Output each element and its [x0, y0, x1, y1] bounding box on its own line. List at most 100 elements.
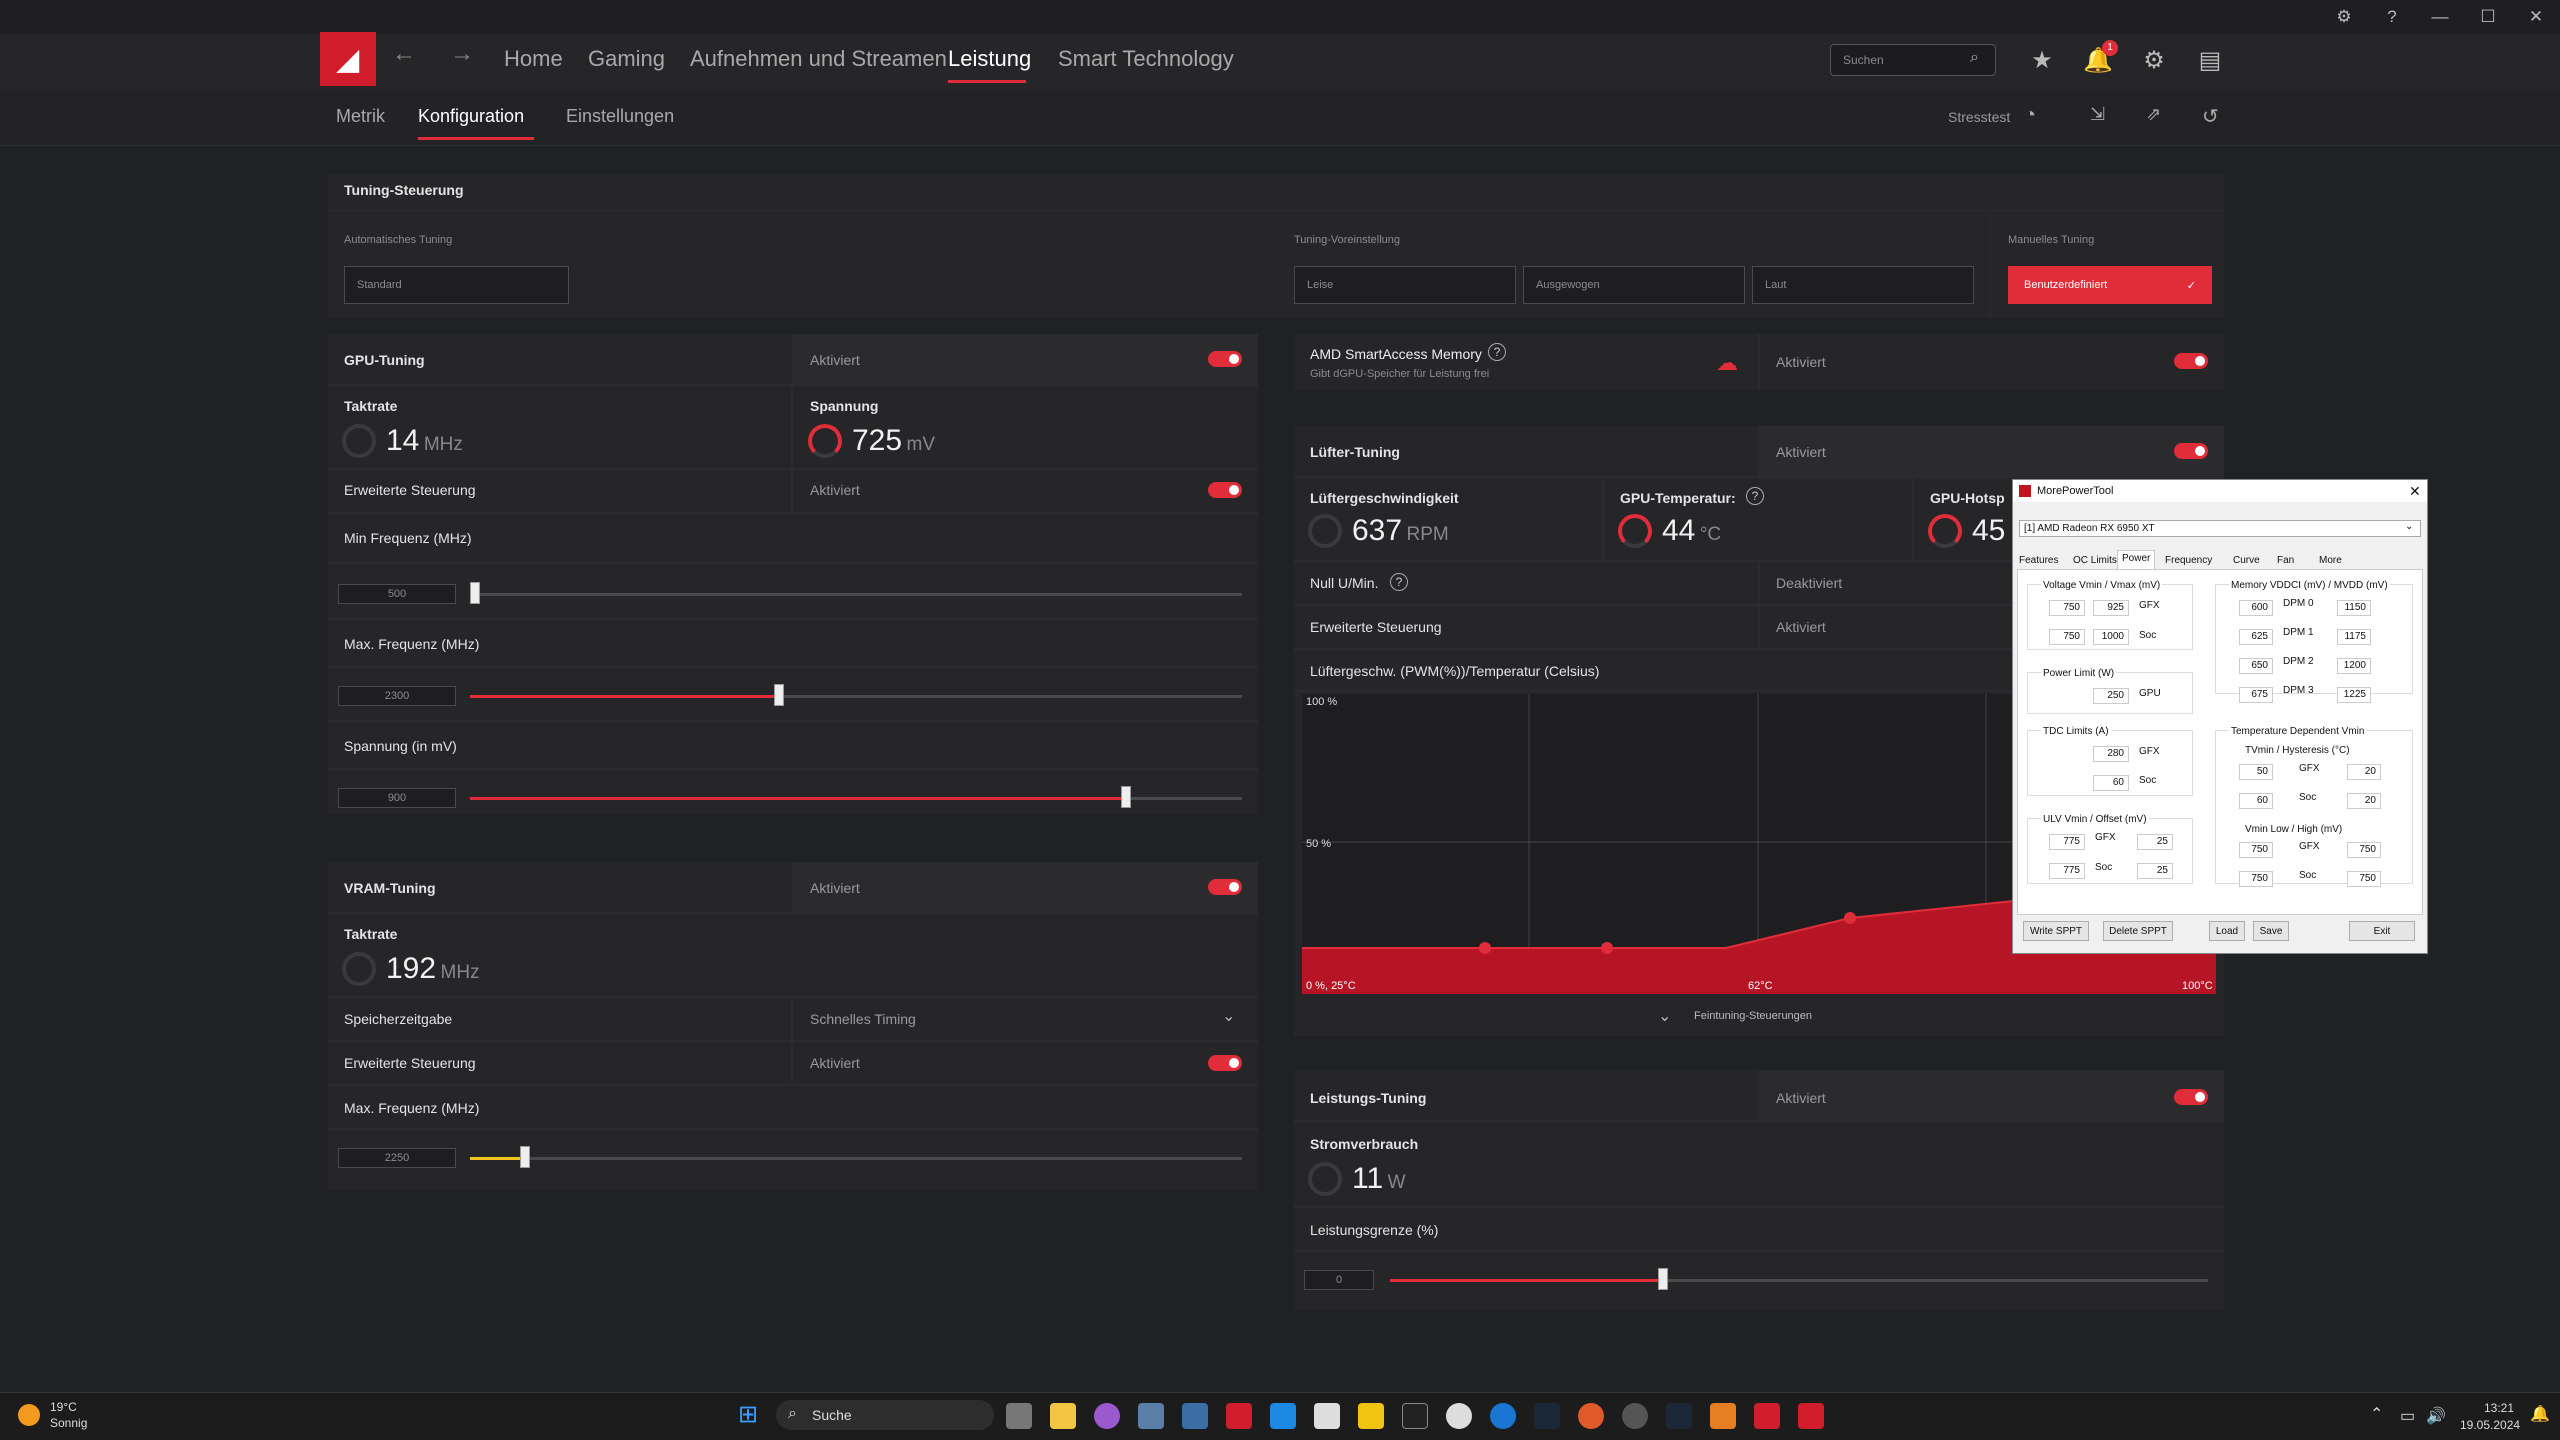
- mpt-volt-soc-min[interactable]: 750: [2049, 629, 2085, 645]
- voltage-input[interactable]: 900: [338, 788, 456, 808]
- settings-app-icon[interactable]: [1138, 1403, 1164, 1429]
- app-icon[interactable]: [1358, 1403, 1384, 1429]
- gear-icon[interactable]: ⚙: [2143, 46, 2165, 74]
- mpt-mvdd-1[interactable]: 1175: [2337, 629, 2371, 645]
- max-freq-input[interactable]: 2300: [338, 686, 456, 706]
- file-explorer-icon[interactable]: [1050, 1403, 1076, 1429]
- stresstest-label[interactable]: Stresstest: [1948, 109, 2011, 125]
- back-arrow-icon[interactable]: ←: [392, 40, 416, 67]
- tab-konfiguration[interactable]: Konfiguration: [418, 106, 525, 126]
- export-profile-icon[interactable]: ⇲: [2090, 104, 2106, 124]
- tab-einstellungen[interactable]: Einstellungen: [566, 106, 675, 126]
- mpt-tdc-gfx[interactable]: 280: [2093, 746, 2129, 762]
- auto-tuning-select[interactable]: Standard: [344, 266, 569, 304]
- mpt-tv-soc[interactable]: 60: [2239, 793, 2273, 809]
- weather-desc[interactable]: Sonnig: [50, 1416, 88, 1430]
- mpt-vddci-3[interactable]: 675: [2239, 687, 2273, 703]
- mpt-tv-gfx[interactable]: 50: [2239, 764, 2273, 780]
- fine-tuning-link[interactable]: Feintuning-Steuerungen: [1694, 1010, 1813, 1022]
- max-freq-slider[interactable]: [774, 684, 784, 706]
- power-limit-slider[interactable]: [1658, 1268, 1668, 1290]
- steam-icon[interactable]: [1534, 1403, 1560, 1429]
- notification-bell-icon[interactable]: 🔔: [2530, 1406, 2550, 1423]
- network-icon[interactable]: ▭: [2400, 1408, 2416, 1425]
- search-input[interactable]: Suchen: [1830, 44, 1996, 76]
- amd-software-icon[interactable]: [1754, 1403, 1780, 1429]
- chevron-down-icon[interactable]: ⌄: [1222, 1008, 1236, 1025]
- chevron-down-icon[interactable]: ⌄: [2405, 521, 2414, 532]
- mpt-volt-gfx-max[interactable]: 925: [2093, 600, 2129, 616]
- sam-toggle[interactable]: [2174, 353, 2208, 369]
- nav-streaming[interactable]: Aufnehmen und Streamen: [690, 46, 947, 71]
- taskbar-search[interactable]: Suche: [776, 1400, 994, 1430]
- close-icon[interactable]: ✕: [2409, 483, 2421, 499]
- vram-max-freq-input[interactable]: 2250: [338, 1148, 456, 1168]
- mpt-vlh-soc-low[interactable]: 750: [2239, 871, 2273, 887]
- bug-icon[interactable]: ⚙: [2336, 7, 2352, 26]
- voltage-slider[interactable]: [1121, 786, 1131, 808]
- nav-gaming[interactable]: Gaming: [588, 46, 666, 71]
- help-icon[interactable]: ?: [2387, 7, 2397, 26]
- preset-leise[interactable]: Leise: [1294, 266, 1516, 304]
- volume-icon[interactable]: 🔊: [2426, 1408, 2446, 1425]
- mpt-mvdd-2[interactable]: 1200: [2337, 658, 2371, 674]
- mpt-tab-curve[interactable]: Curve: [2233, 555, 2260, 566]
- mpt-vlh-gfx-high[interactable]: 750: [2347, 842, 2381, 858]
- ubisoft-icon[interactable]: [1622, 1403, 1648, 1429]
- morepowertool-taskbar-icon[interactable]: [1226, 1403, 1252, 1429]
- mpt-tv-gfx-hyst[interactable]: 20: [2347, 764, 2381, 780]
- browser-icon[interactable]: [1094, 1403, 1120, 1429]
- mpt-ulv-gfx[interactable]: 775: [2049, 834, 2085, 850]
- preset-laut[interactable]: Laut: [1752, 266, 1974, 304]
- nav-leistung[interactable]: Leistung: [948, 46, 1032, 71]
- weather-temp[interactable]: 19°C: [50, 1400, 77, 1414]
- amd-logo-icon[interactable]: ◢: [320, 32, 376, 86]
- gpu-adv-toggle[interactable]: [1208, 482, 1242, 498]
- layout-icon[interactable]: ▤: [2198, 46, 2222, 74]
- epic-games-icon[interactable]: [1402, 1403, 1428, 1429]
- mpt-tab-power[interactable]: Power: [2122, 553, 2151, 564]
- power-tuning-toggle[interactable]: [2174, 1089, 2208, 1105]
- reset-icon[interactable]: ↺: [2202, 106, 2219, 128]
- mpt-pl-gpu[interactable]: 250: [2093, 688, 2129, 704]
- share-icon[interactable]: ⇗: [2146, 104, 2162, 124]
- mpt-tab-frequency[interactable]: Frequency: [2165, 555, 2213, 566]
- help-icon[interactable]: ?: [1390, 573, 1408, 591]
- close-icon[interactable]: ✕: [2528, 7, 2544, 26]
- store-icon[interactable]: [1314, 1403, 1340, 1429]
- min-freq-slider[interactable]: [470, 582, 480, 604]
- mpt-volt-soc-max[interactable]: 1000: [2093, 629, 2129, 645]
- delete-sppt-button[interactable]: Delete SPPT: [2103, 921, 2173, 941]
- gauge-icon[interactable]: ◔: [2024, 104, 2037, 126]
- mpt-vlh-soc-high[interactable]: 750: [2347, 871, 2381, 887]
- clock-date[interactable]: 19.05.2024: [2460, 1418, 2521, 1432]
- minimize-icon[interactable]: —: [2431, 7, 2449, 26]
- battlenet-icon[interactable]: [1490, 1403, 1516, 1429]
- clock-time[interactable]: 13:21: [2484, 1401, 2515, 1415]
- steam-icon[interactable]: [1666, 1403, 1692, 1429]
- chevron-up-icon[interactable]: ⌃: [2370, 1406, 2384, 1423]
- exit-button[interactable]: Exit: [2349, 921, 2415, 941]
- mpt-vddci-1[interactable]: 625: [2239, 629, 2273, 645]
- gog-icon[interactable]: [1446, 1403, 1472, 1429]
- mpt-ulv-gfx-offset[interactable]: 25: [2137, 834, 2173, 850]
- mpt-ulv-soc-offset[interactable]: 25: [2137, 863, 2173, 879]
- mpt-tab-features[interactable]: Features: [2019, 555, 2059, 566]
- mpt-device-select[interactable]: [1] AMD Radeon RX 6950 XT: [2019, 520, 2421, 537]
- mpt-tab-more[interactable]: More: [2319, 555, 2342, 566]
- vram-tuning-toggle[interactable]: [1208, 879, 1242, 895]
- vram-freq-slider[interactable]: [520, 1146, 530, 1168]
- mpt-tv-soc-hyst[interactable]: 20: [2347, 793, 2381, 809]
- memory-timing-select[interactable]: Schnelles Timing: [810, 1011, 916, 1027]
- task-view-icon[interactable]: [1006, 1403, 1032, 1429]
- preset-ausgewogen[interactable]: Ausgewogen: [1523, 266, 1745, 304]
- manual-tuning-button[interactable]: Benutzerdefiniert ✓: [2008, 266, 2212, 304]
- mpt-vlh-gfx-low[interactable]: 750: [2239, 842, 2273, 858]
- mpt-mvdd-0[interactable]: 1150: [2337, 600, 2371, 616]
- windows-start-icon[interactable]: ⊞: [738, 1401, 759, 1428]
- help-icon[interactable]: ?: [1746, 487, 1764, 505]
- mpt-ulv-soc[interactable]: 775: [2049, 863, 2085, 879]
- power-limit-input[interactable]: 0: [1304, 1270, 1374, 1290]
- mpt-tab-oc-limits[interactable]: OC Limits: [2073, 555, 2117, 566]
- forward-arrow-icon[interactable]: →: [450, 40, 474, 67]
